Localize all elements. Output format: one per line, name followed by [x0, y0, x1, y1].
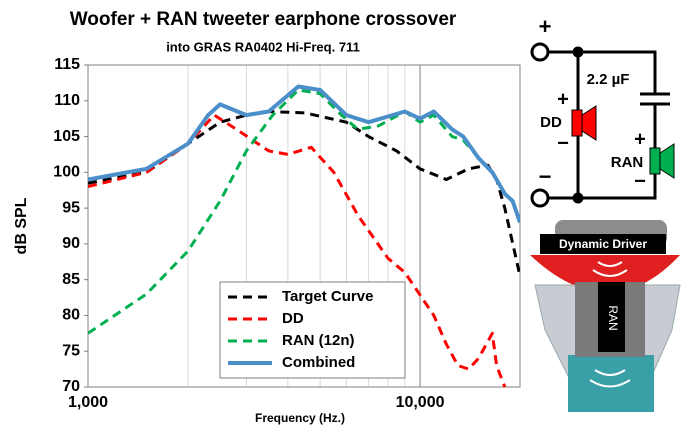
- series-line: [88, 113, 507, 388]
- y-axis-label: dB SPL: [13, 197, 30, 254]
- ran-part-label: RAN: [606, 305, 620, 330]
- chart-title: Woofer + RAN tweeter earphone crossover: [70, 9, 457, 30]
- wire: [548, 50, 670, 200]
- dd-cone: [581, 105, 597, 141]
- terminal: [530, 188, 550, 208]
- legend: Target Curve DD RAN (12n) Combined: [219, 281, 406, 379]
- dd-speaker: [571, 109, 583, 137]
- driver-label-box: [540, 234, 666, 254]
- y-tick-label: 100: [53, 164, 80, 181]
- x-axis-label: Frequency (Hz.): [255, 411, 345, 425]
- y-tick-label: 95: [62, 199, 80, 216]
- legend-label: Combined: [282, 354, 355, 371]
- ran-minus: −: [634, 170, 646, 192]
- y-tick-label: 85: [62, 271, 80, 288]
- y-tick-label: 70: [62, 378, 80, 395]
- y-tick-label: 90: [62, 235, 80, 252]
- capacitor-label: 2.2 µF: [587, 71, 630, 88]
- terminal: [530, 42, 550, 62]
- chart-subtitle: into GRAS RA0402 Hi-Freq. 711: [166, 39, 360, 54]
- junction: [572, 192, 584, 204]
- earphone-illustration: [530, 220, 681, 412]
- ran-label: RAN: [611, 154, 644, 171]
- nozzle: [568, 355, 654, 412]
- y-tick-label: 75: [62, 342, 80, 359]
- series-line: [88, 84, 520, 224]
- legend-label: Target Curve: [282, 288, 373, 305]
- dd-minus: −: [557, 132, 569, 154]
- y-tick-label: 105: [53, 128, 80, 145]
- y-tick-label: 110: [54, 92, 80, 109]
- x-tick-label: 10,000: [396, 394, 445, 411]
- circuit: [530, 42, 670, 208]
- sound-waves: [589, 261, 631, 388]
- ran-speaker: [649, 147, 661, 175]
- x-tick-label: 1,000: [68, 394, 108, 411]
- terminal-minus: −: [539, 164, 552, 189]
- y-tick-label: 115: [54, 56, 80, 73]
- junction: [572, 46, 584, 58]
- legend-label: DD: [282, 310, 304, 327]
- y-tick-label: 80: [62, 307, 80, 324]
- legend-label: RAN (12n): [282, 332, 355, 349]
- ran-part: [598, 282, 625, 352]
- plot-border: [87, 64, 521, 388]
- driver-label: Dynamic Driver: [559, 237, 647, 251]
- terminal-plus: +: [539, 14, 552, 39]
- dd-label: DD: [540, 114, 562, 131]
- ran-plus: +: [634, 128, 646, 150]
- dd-plus: +: [557, 88, 569, 110]
- ran-cone: [659, 143, 675, 179]
